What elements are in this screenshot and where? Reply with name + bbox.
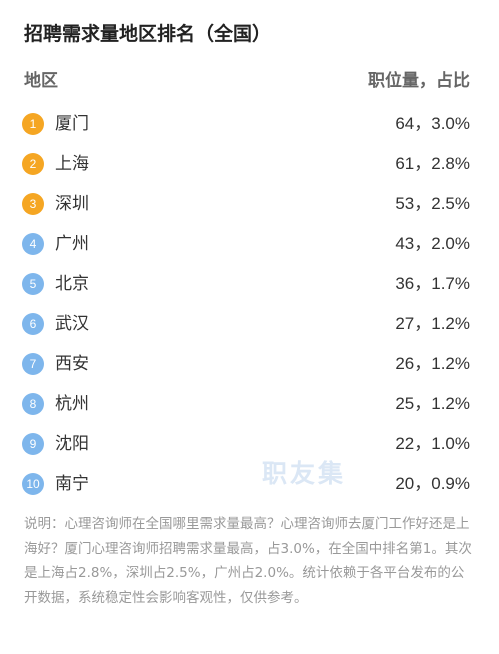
city-name: 西安 bbox=[55, 354, 89, 374]
city-name: 北京 bbox=[55, 274, 89, 294]
ranking-list: 1 厦门 64，3.0% 2 上海 61，2.8% 3 深圳 53，2.5% 4… bbox=[22, 106, 470, 506]
city-name: 深圳 bbox=[55, 194, 89, 214]
watermark-logo: 职友集 bbox=[262, 459, 347, 488]
rank-badge: 4 bbox=[22, 233, 44, 255]
list-item: 3 深圳 53，2.5% bbox=[22, 186, 470, 226]
list-item: 4 广州 43，2.0% bbox=[22, 226, 470, 266]
rank-badge: 1 bbox=[22, 113, 44, 135]
count-ratio-value: 20，0.9% bbox=[395, 474, 470, 493]
list-item: 7 西安 26，1.2% bbox=[22, 346, 470, 386]
explanation-note: 说明：心理咨询师在全国哪里需求量最高？心理咨询师去厦门工作好还是上海好？厦门心理… bbox=[24, 516, 472, 606]
rank-badge: 7 bbox=[22, 353, 44, 375]
table-header: 地区 职位量，占比 bbox=[24, 66, 470, 96]
city-name: 上海 bbox=[55, 154, 89, 174]
rank-badge: 9 bbox=[22, 433, 44, 455]
list-item: 1 厦门 64，3.0% bbox=[22, 106, 470, 146]
header-region-label: 地区 bbox=[24, 71, 58, 91]
list-item: 5 北京 36，1.7% bbox=[22, 266, 470, 306]
list-item: 6 武汉 27，1.2% bbox=[22, 306, 470, 346]
count-ratio-value: 64，3.0% bbox=[395, 114, 470, 133]
city-name: 厦门 bbox=[55, 114, 89, 134]
count-ratio-value: 61，2.8% bbox=[395, 154, 470, 173]
count-ratio-value: 22，1.0% bbox=[395, 434, 470, 453]
city-name: 武汉 bbox=[55, 314, 89, 334]
count-ratio-value: 26，1.2% bbox=[395, 354, 470, 373]
city-name: 杭州 bbox=[55, 394, 89, 414]
count-ratio-value: 27，1.2% bbox=[395, 314, 470, 333]
list-item: 2 上海 61，2.8% bbox=[22, 146, 470, 186]
rank-badge: 2 bbox=[22, 153, 44, 175]
count-ratio-value: 43，2.0% bbox=[395, 234, 470, 253]
list-item: 9 沈阳 22，1.0% bbox=[22, 426, 470, 466]
header-count-ratio-label: 职位量，占比 bbox=[368, 71, 470, 91]
rank-badge: 10 bbox=[22, 473, 44, 495]
rank-badge: 5 bbox=[22, 273, 44, 295]
count-ratio-value: 25，1.2% bbox=[395, 394, 470, 413]
city-name: 沈阳 bbox=[55, 434, 89, 454]
city-name: 南宁 bbox=[55, 474, 89, 494]
count-ratio-value: 36，1.7% bbox=[395, 274, 470, 293]
page-title: 招聘需求量地区排名（全国） bbox=[24, 23, 272, 45]
rank-badge: 8 bbox=[22, 393, 44, 415]
rank-badge: 6 bbox=[22, 313, 44, 335]
list-item: 8 杭州 25，1.2% bbox=[22, 386, 470, 426]
count-ratio-value: 53，2.5% bbox=[395, 194, 470, 213]
list-item: 10 南宁 20，0.9% bbox=[22, 466, 470, 506]
city-name: 广州 bbox=[55, 234, 89, 254]
rank-badge: 3 bbox=[22, 193, 44, 215]
